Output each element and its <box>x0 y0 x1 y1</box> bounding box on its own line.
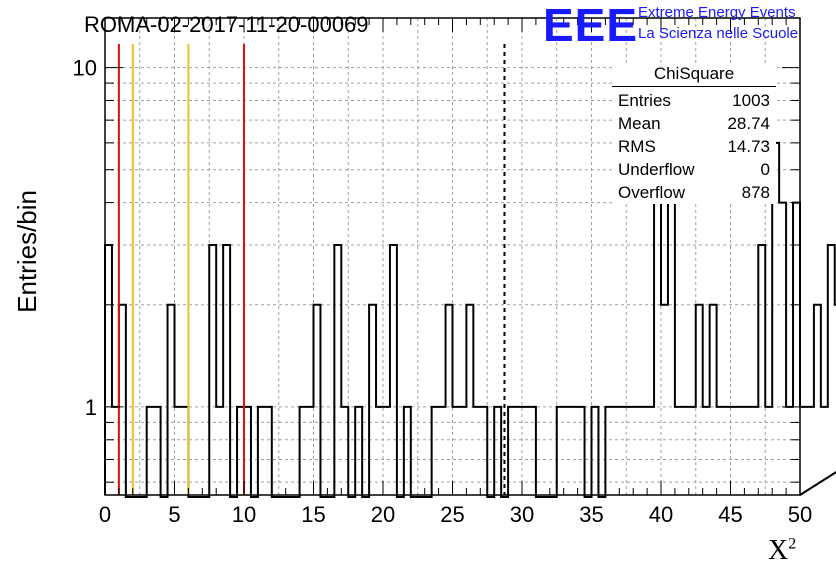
x-tick-label: 40 <box>649 502 673 527</box>
stat-value: 1003 <box>732 91 770 110</box>
x-tick-label: 30 <box>510 502 534 527</box>
stat-label: RMS <box>618 137 656 156</box>
stat-value: 28.74 <box>727 114 770 133</box>
stats-row-rms: RMS 14.73 <box>612 135 776 158</box>
stat-value: 14.73 <box>727 137 770 156</box>
stats-box: ChiSquare Entries 1003 Mean 28.74 RMS 14.73… <box>612 64 776 204</box>
x-axis-symbol: X <box>768 535 789 566</box>
stat-label: Underflow <box>618 160 695 179</box>
stats-row-entries: Entries 1003 <box>612 89 776 112</box>
x-tick-label: 0 <box>99 502 111 527</box>
logo-line-1: Extreme Energy Events <box>638 4 796 21</box>
stat-value: 0 <box>760 160 770 179</box>
stats-row-overflow: Overflow 878 <box>612 181 776 204</box>
x-axis-superscript: 2 <box>788 535 797 553</box>
y-axis-label: Entries/bin <box>12 190 42 313</box>
stat-value: 878 <box>741 183 770 202</box>
stats-row-underflow: Underflow 0 <box>612 158 776 181</box>
stats-title: ChiSquare <box>612 64 776 87</box>
x-tick-label: 10 <box>232 502 256 527</box>
x-tick-label: 50 <box>788 502 812 527</box>
y-tick-label: 1 <box>85 395 97 420</box>
stat-label: Entries <box>618 91 671 110</box>
y-tick-label: 10 <box>73 56 97 81</box>
chart-title: ROMA-02-2017-11-20-00069 <box>84 12 369 37</box>
x-tick-label: 45 <box>718 502 742 527</box>
x-axis-label: X2 <box>768 535 796 567</box>
logo-line-2: La Scienza nelle Scuole <box>638 25 799 42</box>
stats-background <box>612 64 776 204</box>
x-tick-label: 15 <box>301 502 325 527</box>
eee-logo: EEE <box>543 0 639 51</box>
x-tick-label: 35 <box>579 502 603 527</box>
x-tick-label: 5 <box>168 502 180 527</box>
stat-label: Overflow <box>618 183 686 202</box>
x-tick-label: 25 <box>440 502 464 527</box>
stat-label: Mean <box>618 114 661 133</box>
x-tick-label: 20 <box>371 502 395 527</box>
stats-row-mean: Mean 28.74 <box>612 112 776 135</box>
